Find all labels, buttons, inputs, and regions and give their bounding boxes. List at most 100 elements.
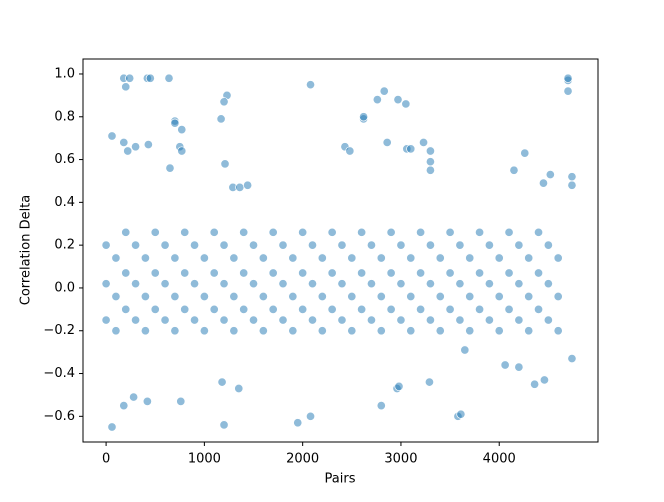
point xyxy=(406,326,416,336)
point xyxy=(435,326,445,336)
y-tick-label: 0.8 xyxy=(54,109,75,124)
point xyxy=(121,268,131,278)
point xyxy=(107,131,117,141)
point xyxy=(425,157,435,167)
point xyxy=(217,377,227,387)
point xyxy=(376,326,386,336)
point xyxy=(475,227,485,237)
point xyxy=(293,418,303,428)
point xyxy=(435,253,445,263)
x-axis-label: Pairs xyxy=(325,472,356,487)
point xyxy=(239,227,249,237)
point xyxy=(177,125,187,135)
point xyxy=(258,253,268,263)
point xyxy=(160,279,170,289)
point xyxy=(347,291,357,302)
point xyxy=(416,227,426,237)
plot-frame xyxy=(82,58,599,443)
point xyxy=(435,291,445,302)
point xyxy=(445,227,455,237)
point xyxy=(563,86,573,96)
point xyxy=(455,240,465,250)
point xyxy=(190,279,200,289)
point xyxy=(317,291,327,302)
point xyxy=(418,137,429,147)
point xyxy=(235,182,245,192)
point xyxy=(219,420,229,430)
point xyxy=(337,279,347,289)
point xyxy=(524,253,534,263)
point xyxy=(327,304,337,314)
y-tick-label: −0.6 xyxy=(43,409,75,424)
point xyxy=(101,279,111,289)
point xyxy=(219,315,229,325)
point xyxy=(475,304,485,314)
point xyxy=(123,146,133,156)
point xyxy=(445,268,455,278)
point xyxy=(567,180,577,190)
point xyxy=(563,73,573,83)
point xyxy=(347,253,357,263)
point xyxy=(216,114,226,124)
point xyxy=(180,268,190,278)
point xyxy=(393,95,403,105)
point xyxy=(366,315,377,325)
point xyxy=(307,279,318,289)
point xyxy=(239,304,249,314)
point xyxy=(101,315,111,325)
point xyxy=(345,146,355,156)
point xyxy=(500,360,510,370)
y-tick-label: −0.2 xyxy=(43,323,75,338)
point xyxy=(394,381,404,391)
point xyxy=(337,240,347,250)
point xyxy=(160,240,170,250)
point xyxy=(327,268,337,278)
point xyxy=(401,99,411,109)
point xyxy=(305,411,316,421)
point xyxy=(160,315,170,325)
point xyxy=(514,315,524,325)
point xyxy=(382,137,392,147)
point xyxy=(298,304,308,314)
point xyxy=(150,227,160,237)
point xyxy=(209,227,219,237)
point xyxy=(199,326,209,336)
point xyxy=(366,240,377,250)
point xyxy=(539,375,549,385)
point xyxy=(366,279,377,289)
point xyxy=(170,253,180,263)
point xyxy=(288,253,298,263)
point xyxy=(494,326,504,336)
point xyxy=(509,165,519,175)
point xyxy=(396,240,406,250)
point xyxy=(131,240,141,250)
point xyxy=(524,291,534,302)
point xyxy=(140,253,150,263)
point xyxy=(199,291,209,302)
point xyxy=(484,279,494,289)
point xyxy=(533,227,544,237)
point xyxy=(504,268,514,278)
point xyxy=(533,268,544,278)
point xyxy=(494,291,504,302)
y-tick-label: 0.4 xyxy=(54,195,75,210)
point xyxy=(465,291,475,302)
point xyxy=(268,227,278,237)
point xyxy=(140,291,150,302)
point xyxy=(567,354,577,364)
point xyxy=(514,279,524,289)
point xyxy=(553,326,563,336)
point xyxy=(258,326,268,336)
point xyxy=(494,253,504,263)
point xyxy=(164,73,174,83)
point xyxy=(317,326,327,336)
point xyxy=(234,383,244,394)
point xyxy=(406,253,416,263)
point xyxy=(248,315,259,325)
point xyxy=(190,240,200,250)
point xyxy=(278,279,288,289)
point xyxy=(553,291,563,302)
point xyxy=(543,279,553,289)
point xyxy=(465,326,475,336)
point xyxy=(288,326,298,336)
